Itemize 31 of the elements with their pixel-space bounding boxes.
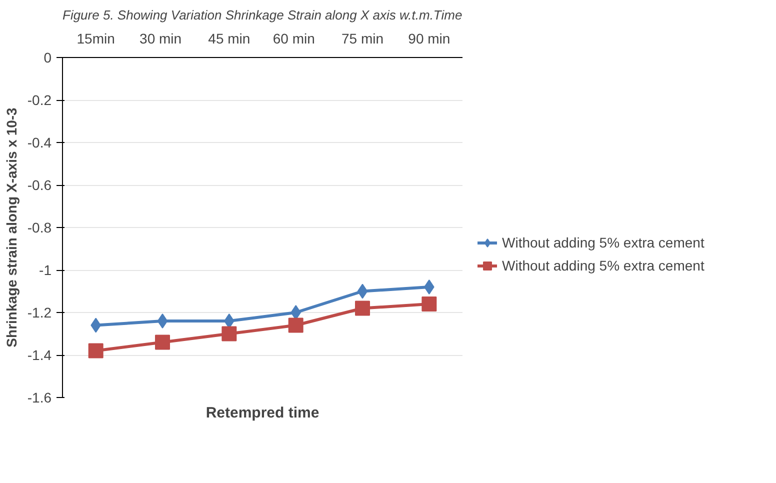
point (357, 284, 368, 299)
y-tick-label: -0.6 (27, 177, 52, 193)
y-axis-title: Shrinkage strain along X-axis x 10-3 (3, 107, 20, 348)
x-tick-label: 15min (76, 30, 115, 46)
chart-title: Figure 5. Showing Variation Shrinkage Strain along X axis w.t.m.Time (62, 8, 462, 22)
point (424, 280, 434, 294)
y-tick-label: -1 (39, 262, 52, 278)
legend-label: Without adding 5% extra cement (502, 258, 704, 274)
legend-label: Without adding 5% extra cement (502, 234, 704, 250)
x-tick-label: 60 min (272, 30, 315, 46)
point (290, 305, 301, 320)
x-tick-label: 30 min (140, 30, 182, 46)
x-tick-label: 75 min (341, 30, 384, 46)
y-tick-label: -1.4 (27, 347, 52, 363)
point (222, 326, 237, 342)
point (288, 318, 304, 333)
y-tick-label: -0.4 (27, 134, 52, 150)
y-tick-label: -1.6 (27, 390, 52, 406)
point (155, 334, 170, 350)
point (422, 296, 437, 312)
x-tick-label: 90 min (408, 30, 450, 46)
y-tick-label: 0 (44, 50, 52, 66)
point (355, 300, 370, 316)
point (88, 343, 104, 358)
y-tick-label: -0.8 (27, 220, 52, 236)
point (224, 314, 234, 328)
y-tick-label: -1.2 (27, 304, 52, 320)
y-tick-label: -0.2 (27, 92, 52, 108)
x-tick-label: 45 min (208, 30, 250, 46)
point (157, 314, 168, 328)
x-axis-title: Retempred time (206, 404, 320, 422)
